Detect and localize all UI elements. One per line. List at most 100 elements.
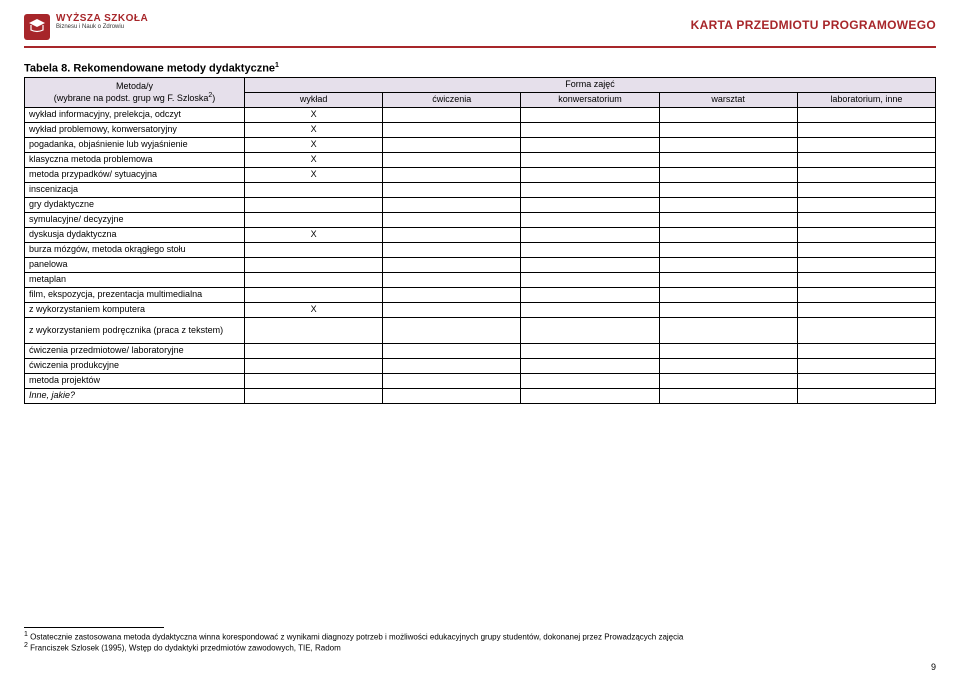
- page-header-row: WYŻSZA SZKOŁA Biznesu i Nauk o Zdrowiu K…: [24, 14, 936, 42]
- mark-cell: [521, 272, 659, 287]
- table-row: dyskusja dydaktycznaX: [25, 227, 936, 242]
- mark-cell: [383, 227, 521, 242]
- method-header-line2b: ): [212, 93, 215, 103]
- row-label: metaplan: [25, 272, 245, 287]
- mark-cell: [521, 302, 659, 317]
- form-header-cell: Forma zajęć: [245, 77, 936, 92]
- logo: WYŻSZA SZKOŁA Biznesu i Nauk o Zdrowiu: [24, 14, 154, 42]
- mark-cell: [797, 212, 935, 227]
- mark-cell: [245, 197, 383, 212]
- mark-cell: [659, 287, 797, 302]
- mark-cell: [659, 302, 797, 317]
- mark-cell: X: [245, 302, 383, 317]
- methods-table: Metoda/y (wybrane na podst. grup wg F. S…: [24, 77, 936, 404]
- mark-cell: [383, 137, 521, 152]
- mark-cell: [659, 358, 797, 373]
- mark-cell: [659, 227, 797, 242]
- col-header: warsztat: [659, 92, 797, 107]
- mark-cell: [797, 227, 935, 242]
- mark-cell: [797, 137, 935, 152]
- row-label: pogadanka, objaśnienie lub wyjaśnienie: [25, 137, 245, 152]
- logo-badge-icon: [24, 14, 50, 40]
- mark-cell: [521, 242, 659, 257]
- mark-cell: [245, 358, 383, 373]
- mark-cell: [383, 107, 521, 122]
- mark-cell: [383, 373, 521, 388]
- mark-cell: X: [245, 107, 383, 122]
- row-label: gry dydaktyczne: [25, 197, 245, 212]
- mark-cell: [383, 152, 521, 167]
- mark-cell: [659, 373, 797, 388]
- row-label: panelowa: [25, 257, 245, 272]
- mark-cell: [521, 212, 659, 227]
- header-underline: [24, 46, 936, 48]
- mark-cell: [383, 388, 521, 403]
- mark-cell: [797, 152, 935, 167]
- mark-cell: X: [245, 227, 383, 242]
- table-body: wykład informacyjny, prelekcja, odczytXw…: [25, 107, 936, 403]
- mark-cell: [521, 227, 659, 242]
- row-label: dyskusja dydaktyczna: [25, 227, 245, 242]
- table-row: klasyczna metoda problemowaX: [25, 152, 936, 167]
- row-label: ćwiczenia produkcyjne: [25, 358, 245, 373]
- mark-cell: [383, 272, 521, 287]
- mark-cell: [797, 242, 935, 257]
- row-label: z wykorzystaniem komputera: [25, 302, 245, 317]
- mark-cell: [797, 302, 935, 317]
- mark-cell: [383, 287, 521, 302]
- table-row: pogadanka, objaśnienie lub wyjaśnienieX: [25, 137, 936, 152]
- table-row: wykład problemowy, konwersatoryjnyX: [25, 122, 936, 137]
- mark-cell: [245, 373, 383, 388]
- mark-cell: [383, 257, 521, 272]
- mark-cell: [521, 197, 659, 212]
- row-label: ćwiczenia przedmiotowe/ laboratoryjne: [25, 343, 245, 358]
- mark-cell: [521, 152, 659, 167]
- mark-cell: [521, 122, 659, 137]
- logo-text: WYŻSZA SZKOŁA Biznesu i Nauk o Zdrowiu: [56, 14, 148, 30]
- mark-cell: [521, 182, 659, 197]
- method-header-line1: Metoda/y: [116, 81, 153, 91]
- mark-cell: [245, 212, 383, 227]
- mark-cell: [521, 317, 659, 343]
- col-header: wykład: [245, 92, 383, 107]
- table-row: metoda przypadków/ sytuacyjnaX: [25, 167, 936, 182]
- table-row: wykład informacyjny, prelekcja, odczytX: [25, 107, 936, 122]
- mark-cell: [659, 272, 797, 287]
- mark-cell: [797, 388, 935, 403]
- mark-cell: [659, 257, 797, 272]
- mark-cell: [797, 122, 935, 137]
- table-row: metaplan: [25, 272, 936, 287]
- row-label: wykład informacyjny, prelekcja, odczyt: [25, 107, 245, 122]
- mark-cell: [521, 373, 659, 388]
- mark-cell: X: [245, 167, 383, 182]
- mark-cell: [383, 242, 521, 257]
- mark-cell: [659, 107, 797, 122]
- col-header: laboratorium, inne: [797, 92, 935, 107]
- footnote-2: 2 Franciszek Szlosek (1995), Wstęp do dy…: [24, 642, 936, 654]
- mark-cell: [797, 272, 935, 287]
- mark-cell: [797, 343, 935, 358]
- mark-cell: [383, 212, 521, 227]
- footnote-1-text: Ostatecznie zastosowana metoda dydaktycz…: [28, 632, 683, 641]
- mark-cell: [659, 137, 797, 152]
- page-header-title: KARTA PRZEDMIOTU PROGRAMOWEGO: [691, 14, 936, 32]
- table-row: z wykorzystaniem komputeraX: [25, 302, 936, 317]
- mark-cell: [659, 242, 797, 257]
- mark-cell: [797, 197, 935, 212]
- table-row: panelowa: [25, 257, 936, 272]
- mark-cell: [383, 317, 521, 343]
- mark-cell: [521, 167, 659, 182]
- table-row: film, ekspozycja, prezentacja multimedia…: [25, 287, 936, 302]
- table-row: ćwiczenia produkcyjne: [25, 358, 936, 373]
- row-label: film, ekspozycja, prezentacja multimedia…: [25, 287, 245, 302]
- table-row: burza mózgów, metoda okrągłego stołu: [25, 242, 936, 257]
- mark-cell: [245, 272, 383, 287]
- row-label: wykład problemowy, konwersatoryjny: [25, 122, 245, 137]
- row-label: klasyczna metoda problemowa: [25, 152, 245, 167]
- mark-cell: [659, 317, 797, 343]
- table-row: gry dydaktyczne: [25, 197, 936, 212]
- mark-cell: [521, 287, 659, 302]
- mark-cell: [797, 373, 935, 388]
- mark-cell: [797, 317, 935, 343]
- mark-cell: [383, 197, 521, 212]
